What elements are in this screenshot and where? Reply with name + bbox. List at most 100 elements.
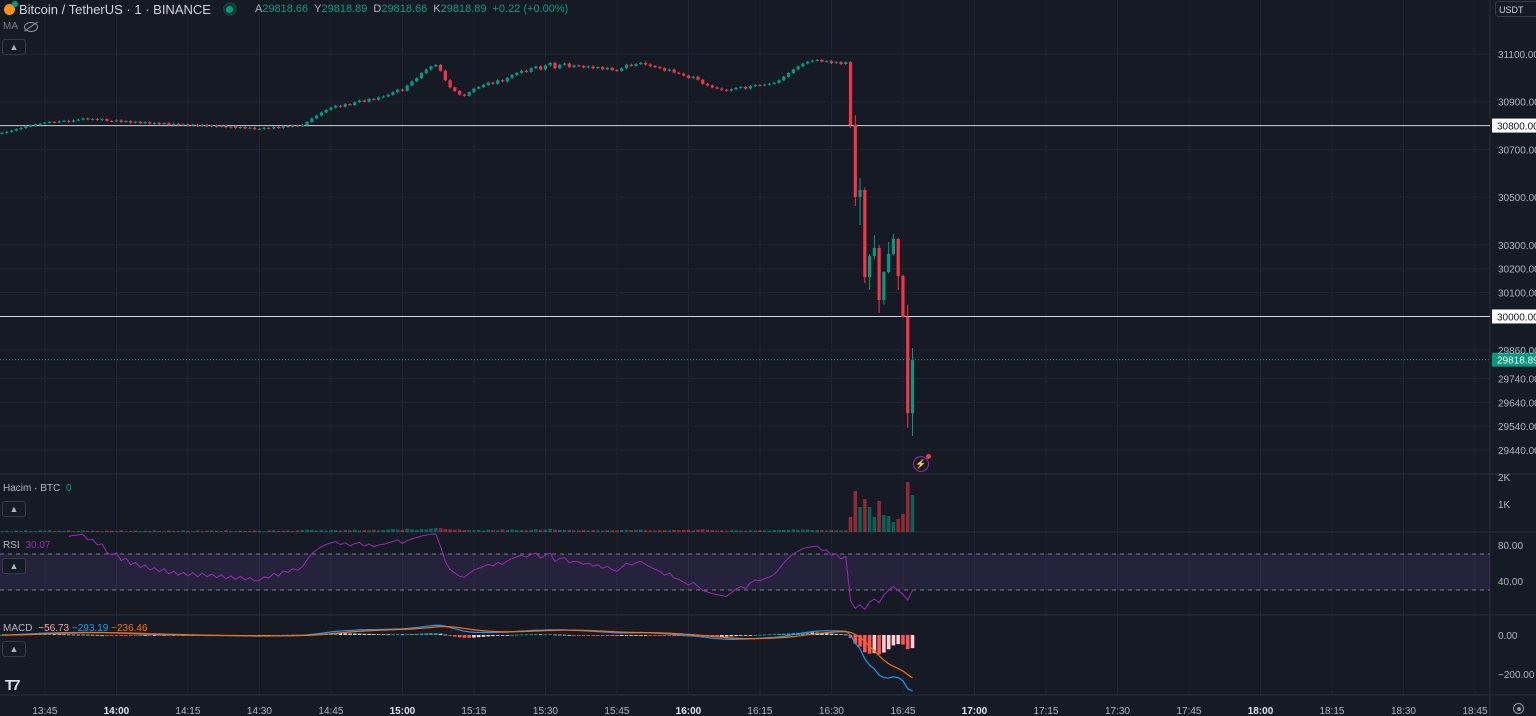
volume-bar [343, 529, 348, 532]
ma-indicator-legend[interactable]: MA [3, 21, 38, 32]
candle-body [496, 80, 500, 84]
macd-histogram-bar [820, 632, 824, 635]
volume-bar [829, 530, 834, 532]
collapse-legend-button[interactable]: ▲ [2, 39, 26, 55]
macd-histogram-bar [52, 634, 57, 636]
candle-body [167, 123, 171, 125]
volume-bar [591, 530, 595, 532]
candle-body [172, 123, 176, 125]
volume-bar [486, 529, 491, 532]
candle-body [605, 67, 610, 70]
macd-signal-line [1, 626, 913, 679]
volume-bar [615, 530, 619, 532]
candle-body [81, 118, 85, 120]
candle-body [76, 119, 80, 121]
volume-bar [462, 530, 467, 532]
volume-bar [877, 501, 881, 532]
volume-legend: Hacim · BTC 0 [3, 483, 72, 494]
macd-histogram-bar [801, 632, 805, 635]
volume-bar [867, 506, 872, 532]
collapse-volume-button[interactable]: ▲ [2, 501, 26, 517]
collapse-macd-button[interactable]: ▲ [2, 641, 26, 657]
candle-body [891, 238, 896, 254]
volume-bar [133, 530, 138, 532]
volume-bar [95, 530, 100, 532]
tradingview-logo[interactable]: T7 [5, 677, 20, 694]
volume-bar [672, 529, 676, 532]
market-open-status-icon[interactable] [222, 2, 237, 16]
volume-bar [700, 529, 705, 532]
volume-bar [562, 529, 567, 532]
eye-hidden-icon[interactable] [24, 21, 38, 32]
macd-histogram-bar [834, 633, 839, 635]
volume-bar [333, 530, 338, 532]
macd-histogram-bar [71, 634, 76, 636]
macd-histogram-bar [500, 635, 505, 636]
volume-bar [677, 530, 681, 532]
lightning-alert-icon[interactable]: ⚡ [913, 454, 931, 472]
candle-body [100, 119, 104, 121]
volume-bar [229, 530, 233, 532]
volume-bar [610, 530, 614, 532]
ma-label: MA [3, 21, 18, 32]
volume-bar [853, 490, 858, 532]
volume-bar [548, 528, 553, 532]
volume-bar [281, 530, 286, 532]
volume-bar [734, 530, 738, 532]
volume-bar [896, 519, 900, 532]
volume-bar [43, 530, 47, 532]
candle-body [229, 126, 233, 128]
macd-histogram-bar [86, 634, 90, 636]
volume-bar [805, 529, 810, 532]
volume-bar [815, 530, 819, 532]
macd-histogram-bar [886, 635, 891, 650]
macd-histogram-bar [348, 633, 352, 635]
volume-bar [658, 530, 662, 532]
macd-histogram-bar [114, 635, 119, 636]
candle-body [19, 127, 23, 130]
macd-histogram-bar [519, 634, 524, 636]
volume-bar [47, 530, 52, 532]
macd-histogram-bar [372, 634, 376, 635]
candle-body [863, 190, 867, 278]
volume-bar [276, 530, 281, 532]
symbol-title[interactable]: Bitcoin / TetherUS · 1 · BINANCE [19, 1, 211, 17]
candle-body [195, 124, 200, 127]
volume-bar [438, 528, 443, 532]
horizontal-line-label: 30800.00 [1497, 122, 1536, 133]
volume-bar [209, 530, 214, 532]
candle-body [443, 70, 447, 81]
price-tick-label: 31100.00 [1498, 50, 1536, 61]
volume-bar [109, 530, 114, 532]
candle-body [901, 275, 905, 317]
macd-tick-label: 0.00 [1498, 631, 1518, 642]
macd-histogram-bar [534, 634, 538, 635]
candle-body [310, 118, 314, 123]
volume-bar [510, 529, 514, 532]
volume-bar [472, 530, 476, 532]
volume-bar [257, 530, 262, 532]
candle-body [815, 59, 819, 61]
currency-selector[interactable]: USDT [1495, 1, 1536, 17]
volume-bar [267, 530, 271, 532]
candle-body [415, 78, 419, 82]
volume-bar [386, 529, 390, 532]
candle-body [419, 73, 424, 79]
candle-body [376, 97, 381, 100]
volume-bar [662, 530, 667, 532]
macd-histogram-bar [47, 634, 52, 636]
macd-histogram-bar [648, 635, 653, 636]
candle-body [353, 102, 357, 106]
settings-gear-icon[interactable] [1513, 703, 1524, 714]
macd-histogram-bar [448, 635, 452, 636]
volume-bar [505, 529, 510, 532]
macd-histogram-bar [877, 635, 881, 655]
candle-body [38, 123, 42, 125]
macd-histogram-bar [858, 635, 862, 647]
volume-bar [500, 529, 505, 532]
collapse-rsi-button[interactable]: ▲ [2, 558, 26, 574]
price-change: +0.22 (+0.00%) [492, 3, 569, 15]
volume-bar [233, 531, 238, 532]
candle-body [491, 82, 495, 84]
